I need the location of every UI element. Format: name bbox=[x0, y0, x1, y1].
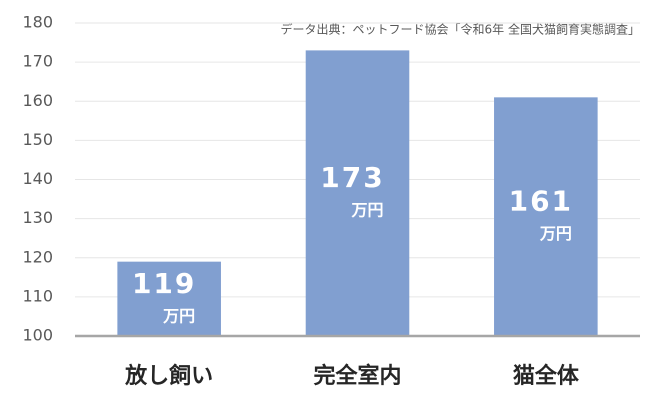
y-tick-label: 140 bbox=[22, 169, 53, 188]
value-label: 161 bbox=[509, 185, 573, 218]
bar bbox=[117, 261, 221, 336]
value-label: 119 bbox=[132, 267, 196, 300]
y-tick-label: 120 bbox=[22, 247, 53, 266]
x-tick-label: 完全室内 bbox=[313, 363, 401, 389]
y-tick-label: 180 bbox=[22, 13, 53, 32]
value-label: 173 bbox=[320, 161, 384, 194]
value-unit: 万円 bbox=[539, 224, 572, 243]
y-tick-label: 100 bbox=[22, 326, 53, 345]
bar bbox=[305, 50, 410, 336]
bar bbox=[494, 97, 598, 337]
y-tick-label: 110 bbox=[22, 286, 53, 305]
y-tick-label: 130 bbox=[22, 208, 53, 227]
x-tick-label: 猫全体 bbox=[513, 363, 580, 389]
y-tick-label: 150 bbox=[22, 130, 53, 149]
x-tick-label: 放し飼い bbox=[124, 363, 213, 389]
y-tick-label: 170 bbox=[22, 52, 53, 71]
value-unit: 万円 bbox=[350, 201, 383, 220]
value-unit: 万円 bbox=[162, 306, 195, 325]
y-tick-label: 160 bbox=[22, 91, 53, 110]
source-note: データ出典：ペットフード協会「令和6年 全国犬猫飼育実態調査」 bbox=[281, 22, 640, 37]
